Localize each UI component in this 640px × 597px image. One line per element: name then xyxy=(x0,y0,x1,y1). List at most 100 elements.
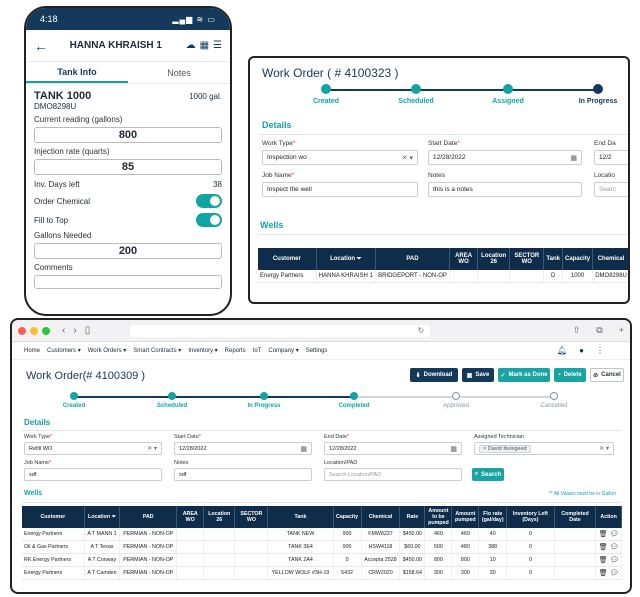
comments-input[interactable] xyxy=(34,275,222,289)
forward-icon[interactable]: › xyxy=(73,325,77,336)
tab-notes[interactable]: Notes xyxy=(167,67,191,78)
col-amount-to-be-pumped[interactable]: Amount to be pumped xyxy=(424,506,453,528)
col-area-wo[interactable]: AREA WO xyxy=(449,248,479,270)
col-completed-date[interactable]: Completed Date xyxy=(554,506,597,528)
mark-as-done-button[interactable]: ✓ Mark as Done xyxy=(498,368,550,382)
menu-reports[interactable]: Reports xyxy=(224,347,246,354)
job-name-input[interactable]: Inspect the well xyxy=(262,182,418,197)
delete-row-icon[interactable]: 🗑︎ xyxy=(598,570,608,577)
col-rate[interactable]: Rate xyxy=(399,506,426,528)
table-row[interactable]: Energy Partners HANNA KHRAISH 1 BRIDGEPO… xyxy=(258,270,628,283)
delete-button[interactable]: ▪ Delete xyxy=(554,368,586,382)
col-pad[interactable]: PAD xyxy=(119,506,178,528)
col-customer[interactable]: Customer xyxy=(22,506,85,528)
search-button[interactable]: ⌕ Search xyxy=(472,468,504,481)
table-row[interactable]: RK Energy Partners A T Conway PERMIAN - NO… xyxy=(22,553,622,567)
col-chemical[interactable]: Chemical xyxy=(592,248,628,270)
menu-work-orders[interactable]: Work Orders ▾ xyxy=(87,348,127,354)
col-capacity[interactable]: Capacity xyxy=(562,248,594,270)
technician-chip[interactable]: × David Ituregeed xyxy=(479,444,531,453)
close-window-button[interactable] xyxy=(18,326,26,335)
start-date-input[interactable]: 12/28/2022 ▦ xyxy=(428,150,582,165)
back-icon[interactable]: ‹ xyxy=(62,325,66,336)
delete-row-icon[interactable]: 🗑︎ xyxy=(598,544,608,551)
filter-icon[interactable]: ⏷ xyxy=(111,513,116,520)
comment-icon[interactable]: 💬︎ xyxy=(607,544,619,551)
map-icon[interactable]: ▦ xyxy=(199,40,210,51)
comment-icon[interactable]: 💬︎ xyxy=(607,531,619,538)
order-chemical-toggle[interactable] xyxy=(196,194,222,208)
calendar-icon[interactable]: ▦ xyxy=(300,445,307,453)
col-location-26[interactable]: Location 26 xyxy=(477,248,511,270)
col-action[interactable]: Action xyxy=(595,506,622,528)
address-bar[interactable]: ↻ xyxy=(130,324,431,337)
cloud-icon[interactable]: ☁ xyxy=(185,40,196,51)
table-row[interactable]: Oil & Gas Partners A T Texas PERMIAN - NON… xyxy=(22,540,622,554)
tabs-icon[interactable]: ⧉ xyxy=(596,325,603,335)
menu-company[interactable]: Company ▾ xyxy=(268,348,299,354)
user-icon[interactable]: ● xyxy=(579,346,584,355)
back-arrow-icon[interactable]: ← xyxy=(34,37,48,54)
notes-input[interactable]: sdf xyxy=(174,468,312,481)
start-date-input[interactable]: 12/28/2022 ▦ xyxy=(174,442,312,455)
share-icon[interactable]: ⇧ xyxy=(572,325,581,335)
cancel-button[interactable]: ⊘ Cancel xyxy=(590,368,624,382)
step-dot-completed xyxy=(350,392,358,400)
menu-customers[interactable]: Customers ▾ xyxy=(47,348,81,354)
bell-icon[interactable]: 🔔︎ xyxy=(557,346,568,355)
download-button[interactable]: ⬇ Download xyxy=(410,368,458,382)
col-flo-rate[interactable]: Flo rate (gal/day) xyxy=(478,506,508,528)
new-tab-icon[interactable]: + xyxy=(618,325,624,335)
filter-icon[interactable]: ⏷ xyxy=(356,255,362,262)
menu-inventory[interactable]: Inventory ▾ xyxy=(188,348,218,354)
delete-row-icon[interactable]: 🗑︎ xyxy=(598,557,608,564)
reload-icon[interactable]: ↻ xyxy=(417,326,425,335)
col-chemical[interactable]: Chemical xyxy=(361,506,401,528)
col-area-wo[interactable]: AREA WO xyxy=(176,506,205,528)
col-inventory-left[interactable]: Inventory Left (Days) xyxy=(506,506,555,528)
current-reading-input[interactable]: 800 xyxy=(34,127,222,143)
tab-tank-info[interactable]: Tank Info xyxy=(26,62,128,83)
end-date-input[interactable]: 12/28/2022 ▦ xyxy=(324,442,462,455)
menu-home[interactable]: Home xyxy=(24,347,41,354)
cell-pad: PERMIAN - NON-OP xyxy=(119,540,178,554)
calendar-icon[interactable]: ▦ xyxy=(570,154,577,162)
gallons-needed-input[interactable]: 200 xyxy=(34,243,222,259)
location-search-input[interactable]: Search Location/PAD xyxy=(324,468,462,481)
col-location[interactable]: Location ⏷ xyxy=(316,248,376,270)
table-row[interactable]: Energy Partners A T MANN 1 PERMIAN - NON-O… xyxy=(22,528,622,541)
menu-smart-contracts[interactable]: Smart Contracts ▾ xyxy=(133,348,182,354)
col-sector-wo[interactable]: SECTOR WO xyxy=(234,506,269,528)
comment-icon[interactable]: 💬︎ xyxy=(607,557,619,564)
location-input[interactable]: Searc xyxy=(594,182,628,197)
sidebar-icon[interactable]: ▯ xyxy=(84,325,91,336)
more-icon[interactable]: ⋮ xyxy=(596,346,604,355)
col-amount-pumped[interactable]: Amount pumped xyxy=(451,506,480,528)
menu-icon[interactable]: ☰ xyxy=(213,40,222,51)
menu-settings[interactable]: Settings xyxy=(305,347,328,354)
col-location-26[interactable]: Location 26 xyxy=(203,506,236,528)
fill-to-top-toggle[interactable] xyxy=(196,213,222,227)
technician-select[interactable]: × David Ituregeed ✕ ▾ xyxy=(474,442,614,455)
work-type-select[interactable]: Refill WO ✕ ▾ xyxy=(24,442,162,455)
calendar-icon[interactable]: ▦ xyxy=(450,445,457,453)
work-type-select[interactable]: Inspection wo ✕ ▾ xyxy=(262,150,418,165)
injection-rate-input[interactable]: 85 xyxy=(34,159,222,175)
delete-row-icon[interactable]: 🗑︎ xyxy=(598,531,608,538)
col-tank[interactable]: Tank xyxy=(267,506,334,528)
notes-input[interactable]: this is a notes xyxy=(428,182,582,197)
minimize-window-button[interactable] xyxy=(30,326,38,335)
col-capacity[interactable]: Capacity xyxy=(333,506,362,528)
col-location[interactable]: Location ⏷ xyxy=(84,506,121,528)
col-pad[interactable]: PAD xyxy=(375,248,451,270)
maximize-window-button[interactable] xyxy=(42,326,50,335)
col-customer[interactable]: Customer xyxy=(258,248,317,270)
table-row[interactable]: Energy Partners A T Camden PERMIAN - NON-O… xyxy=(22,566,622,580)
end-date-input[interactable]: 12/2 xyxy=(594,150,628,165)
col-sector-wo[interactable]: SECTOR WO xyxy=(509,248,545,270)
col-tank[interactable]: Tank xyxy=(543,248,563,270)
save-button[interactable]: ▣ Save xyxy=(462,368,494,382)
job-name-input[interactable]: sdf xyxy=(24,468,162,481)
comment-icon[interactable]: 💬︎ xyxy=(607,570,619,577)
menu-iot[interactable]: IoT xyxy=(252,347,262,354)
